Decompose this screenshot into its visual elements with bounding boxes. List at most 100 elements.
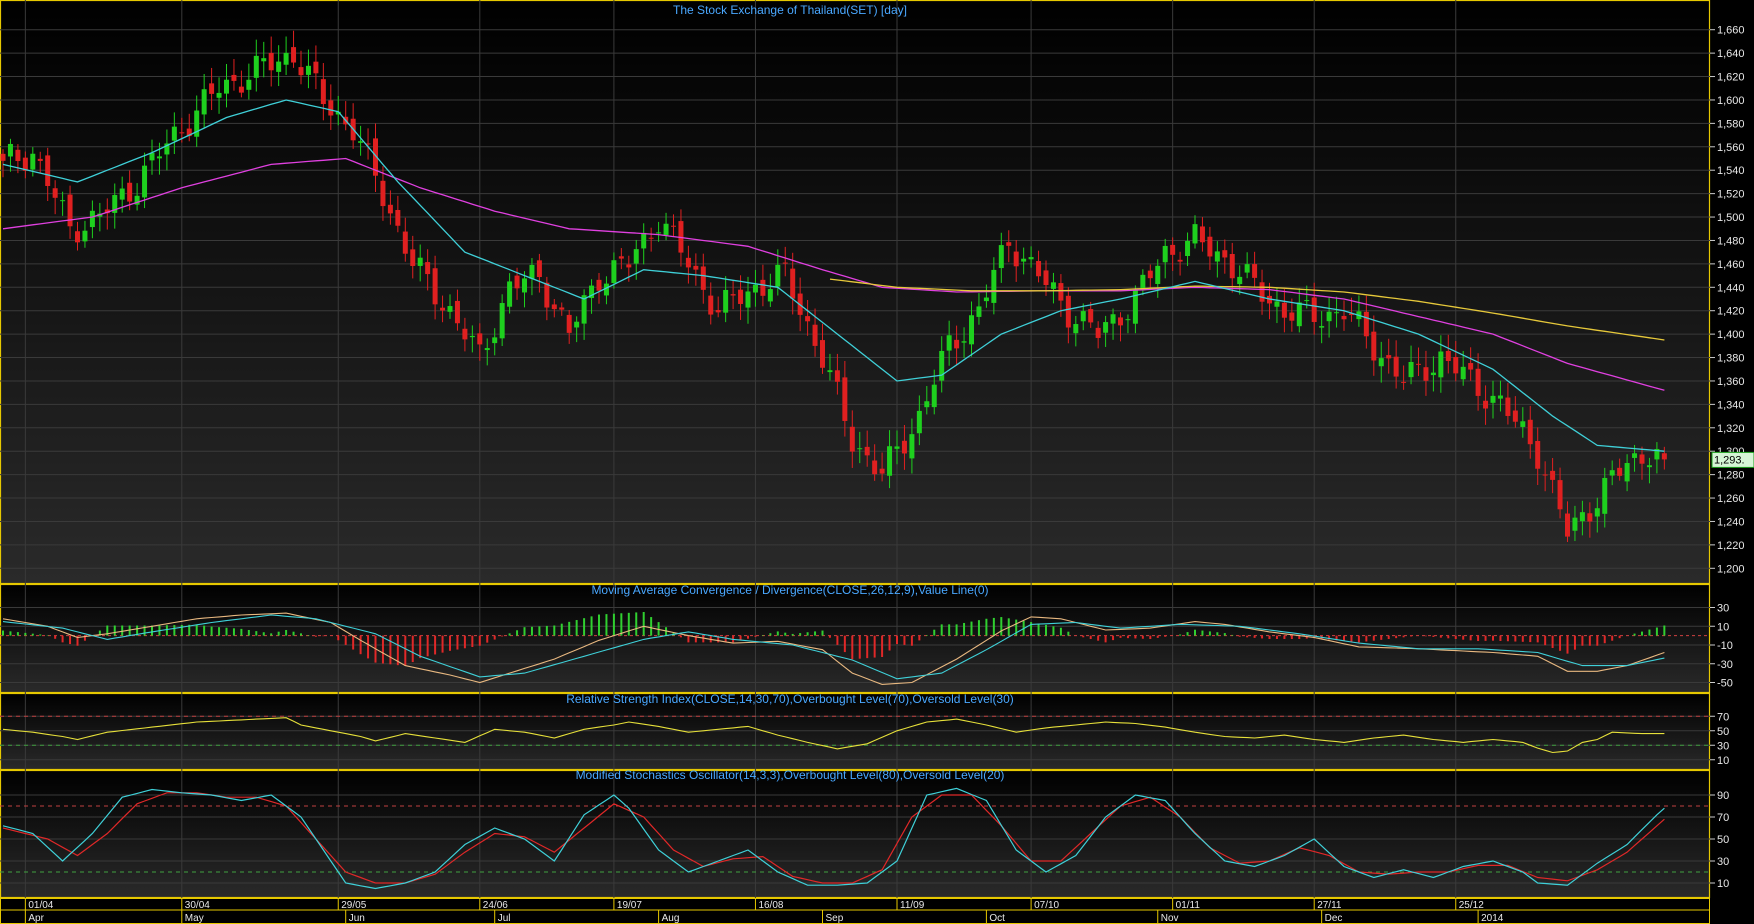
candle-body (864, 446, 870, 456)
y-tick-label: 10 (1717, 755, 1729, 767)
candle-body (246, 79, 252, 90)
candle-body (127, 182, 133, 202)
y-tick-label: -50 (1717, 678, 1733, 690)
y-tick-label: 30 (1717, 603, 1729, 615)
candle-body (1125, 319, 1131, 321)
x-date-label: 27/11 (1317, 900, 1342, 911)
candle-body (887, 446, 893, 476)
candle-body (82, 230, 88, 242)
candle-body (767, 289, 773, 302)
x-date-label: 25/12 (1459, 900, 1484, 911)
ma-mid-line (2, 157, 1665, 391)
candle-body (1319, 326, 1325, 328)
x-date-label: 19/07 (617, 900, 642, 911)
candle-body (1363, 311, 1369, 337)
candle-body (291, 47, 297, 63)
y-tick-label: 1,440 (1717, 282, 1745, 294)
candle-body (1311, 297, 1317, 322)
y-tick-label: 1,200 (1717, 563, 1745, 575)
candle-body (1460, 366, 1466, 380)
candle-body (559, 307, 565, 310)
x-month-label: Nov (1161, 913, 1179, 924)
candle-body (1140, 274, 1146, 291)
candle-body (454, 300, 460, 324)
candle-body (1207, 236, 1213, 257)
candle-body (790, 268, 796, 299)
candle-body (1475, 368, 1481, 396)
candle-body (209, 83, 215, 94)
candle-body (313, 61, 319, 74)
candle-body (715, 310, 721, 313)
candle-body (238, 86, 244, 93)
candle-body (276, 61, 282, 72)
candle-body (335, 111, 341, 115)
macd-panel-title: Moving Average Convergence / Divergence(… (591, 583, 988, 597)
panel-background (0, 584, 1710, 693)
candle-body (857, 448, 863, 450)
candle-body (395, 209, 401, 226)
candle-body (1132, 290, 1138, 324)
candle-body (1587, 513, 1593, 522)
candle-body (581, 295, 587, 324)
candle-body (820, 340, 825, 368)
candle-body (283, 52, 289, 65)
candle-body (805, 316, 811, 322)
candle-body (1147, 270, 1153, 279)
candle-body (268, 52, 274, 71)
panel-frame (0, 692, 1711, 771)
candle-body (931, 384, 937, 408)
rsi-line (2, 717, 1665, 754)
candle-body (946, 335, 952, 351)
candle-body (37, 158, 43, 161)
x-date-label: 30/04 (185, 900, 210, 911)
candle-body (1602, 477, 1608, 514)
candle-body (417, 257, 423, 266)
candle-body (1483, 400, 1489, 409)
candle-body (15, 149, 21, 162)
candle-body (358, 141, 364, 143)
x-month-label: 2014 (1481, 913, 1504, 924)
candle-body (1088, 309, 1094, 323)
candle-body (1192, 224, 1198, 244)
candle-body (700, 266, 706, 290)
x-month-label: Aug (662, 913, 680, 924)
candle-body (1505, 397, 1511, 416)
candle-body (194, 110, 200, 137)
candle-body (1378, 358, 1384, 367)
candle-body (462, 328, 468, 340)
y-tick-label: 10 (1717, 621, 1729, 633)
candle-body (1572, 517, 1578, 531)
candle-body (156, 156, 162, 159)
y-tick-label: 1,420 (1717, 306, 1745, 318)
candle-body (216, 92, 222, 98)
x-date-label: 24/06 (483, 900, 508, 911)
candle-body (1050, 282, 1056, 289)
panel-background (0, 770, 1710, 898)
candle-body (1632, 453, 1638, 458)
candle-body (752, 284, 758, 293)
candle-body (954, 339, 960, 349)
candle-body (1401, 381, 1407, 383)
candle-body (149, 152, 155, 161)
panel-background (0, 0, 1710, 584)
y-tick-label: -30 (1717, 659, 1733, 671)
y-tick-label: 1,460 (1717, 259, 1745, 271)
candle-body (648, 237, 654, 239)
candle-body (1527, 419, 1533, 445)
panel-frame (0, 0, 1711, 585)
candle-body (425, 262, 431, 275)
candle-body (469, 335, 475, 338)
candle-body (1229, 254, 1235, 279)
candle-body (1252, 264, 1258, 278)
candle-body (499, 303, 505, 339)
signal-line (2, 614, 1665, 680)
candle-body (305, 65, 311, 75)
candle-body (693, 265, 699, 270)
candle-body (551, 304, 557, 310)
candle-body (924, 401, 930, 408)
y-tick-label: 70 (1717, 711, 1729, 723)
candle-body (834, 370, 840, 382)
candle-body (261, 58, 267, 62)
candle-body (656, 232, 662, 234)
candle-body (1028, 257, 1034, 260)
